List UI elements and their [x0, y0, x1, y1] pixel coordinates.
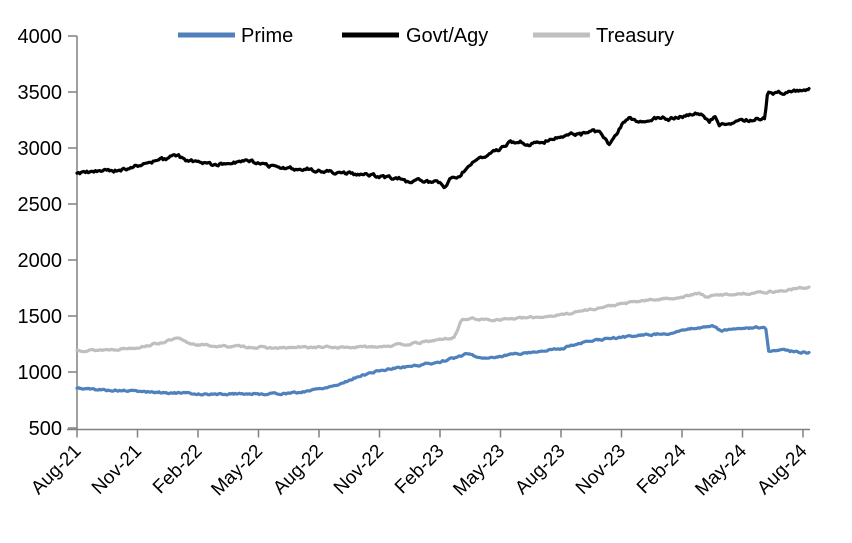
series-line-prime — [75, 324, 811, 397]
legend-item-govt-agy: Govt/Agy — [342, 25, 488, 47]
y-tick-label: 4000 — [18, 26, 63, 48]
series-line-govt-agy — [75, 87, 811, 190]
x-tick-label: Nov-21 — [88, 441, 146, 499]
x-tick-label: Feb-22 — [149, 441, 206, 498]
legend-label: Treasury — [596, 25, 674, 47]
x-tick-label: Nov-22 — [330, 441, 388, 499]
x-tick-label: Aug-24 — [753, 440, 811, 498]
series-line-treasury — [75, 285, 811, 354]
x-tick-label: Nov-23 — [572, 441, 630, 499]
y-tick-label: 2500 — [18, 194, 63, 216]
y-tick-label: 500 — [29, 418, 62, 440]
x-tick-label: Aug-21 — [27, 441, 85, 499]
y-tick-label: 1000 — [18, 362, 63, 384]
legend-item-treasury: Treasury — [533, 25, 674, 47]
legend-label: Prime — [241, 25, 293, 47]
y-tick-label: 3000 — [18, 138, 63, 160]
x-tick-label: May-23 — [449, 441, 509, 501]
y-tick-label: 3500 — [18, 82, 63, 104]
x-tick-label: Aug-22 — [269, 441, 327, 499]
x-tick-label: Feb-24 — [633, 440, 691, 498]
legend-item-prime: Prime — [178, 25, 293, 47]
x-tick-label: Feb-23 — [391, 441, 448, 498]
y-tick-label: 1500 — [18, 306, 63, 328]
x-tick-label: Aug-23 — [511, 441, 569, 499]
y-tick-label: 2000 — [18, 250, 63, 272]
x-tick-label: May-22 — [207, 441, 267, 501]
legend-label: Govt/Agy — [406, 25, 488, 47]
x-tick-label: May-24 — [691, 440, 751, 500]
